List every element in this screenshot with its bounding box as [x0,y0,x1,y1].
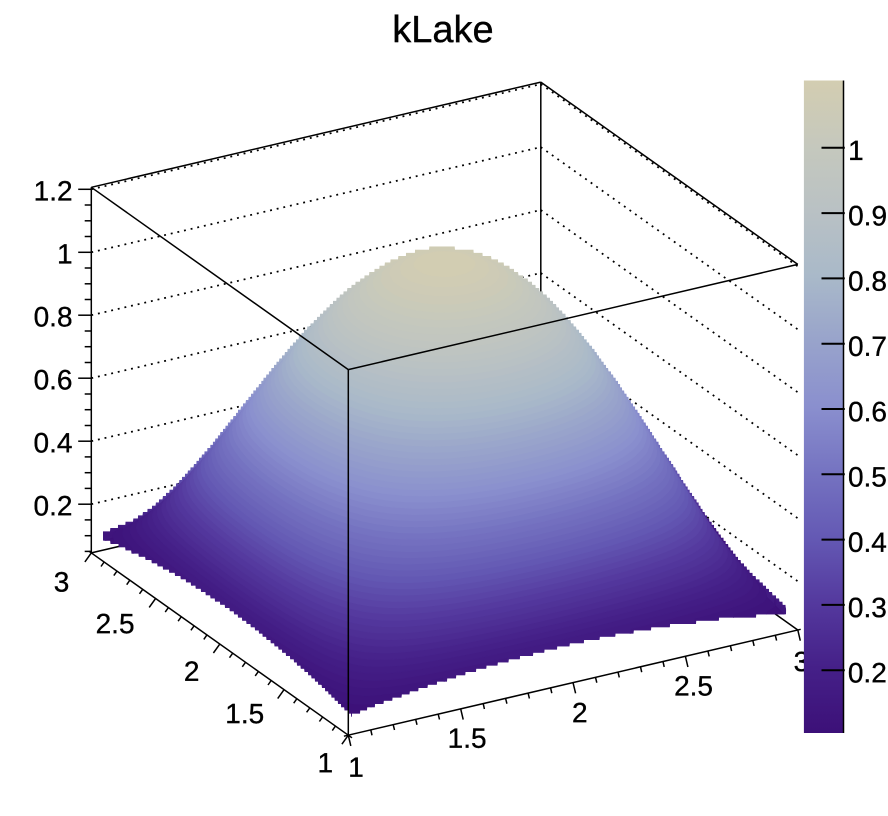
svg-text:0.5: 0.5 [848,462,887,493]
svg-text:1.5: 1.5 [225,698,264,729]
svg-text:2.5: 2.5 [96,608,135,639]
svg-text:0.7: 0.7 [848,331,887,362]
svg-text:3: 3 [54,566,70,597]
svg-text:0.4: 0.4 [848,527,887,558]
svg-text:kLake: kLake [392,9,493,51]
svg-text:0.8: 0.8 [848,266,887,297]
svg-text:0.6: 0.6 [848,396,887,427]
svg-text:0.4: 0.4 [34,427,73,458]
svg-text:0.2: 0.2 [34,490,73,521]
svg-text:0.3: 0.3 [848,592,887,623]
svg-text:1.5: 1.5 [448,723,487,754]
svg-text:1: 1 [57,238,73,269]
svg-text:0.6: 0.6 [34,364,73,395]
svg-text:0.2: 0.2 [848,657,887,688]
svg-text:1: 1 [318,747,334,778]
svg-text:1: 1 [848,135,864,166]
svg-text:2: 2 [184,656,200,687]
svg-text:1: 1 [348,752,364,783]
svg-text:2.5: 2.5 [674,671,713,702]
svg-text:0.8: 0.8 [34,301,73,332]
svg-text:0.9: 0.9 [848,200,887,231]
svg-text:1.2: 1.2 [34,175,73,206]
svg-text:2: 2 [572,697,588,728]
